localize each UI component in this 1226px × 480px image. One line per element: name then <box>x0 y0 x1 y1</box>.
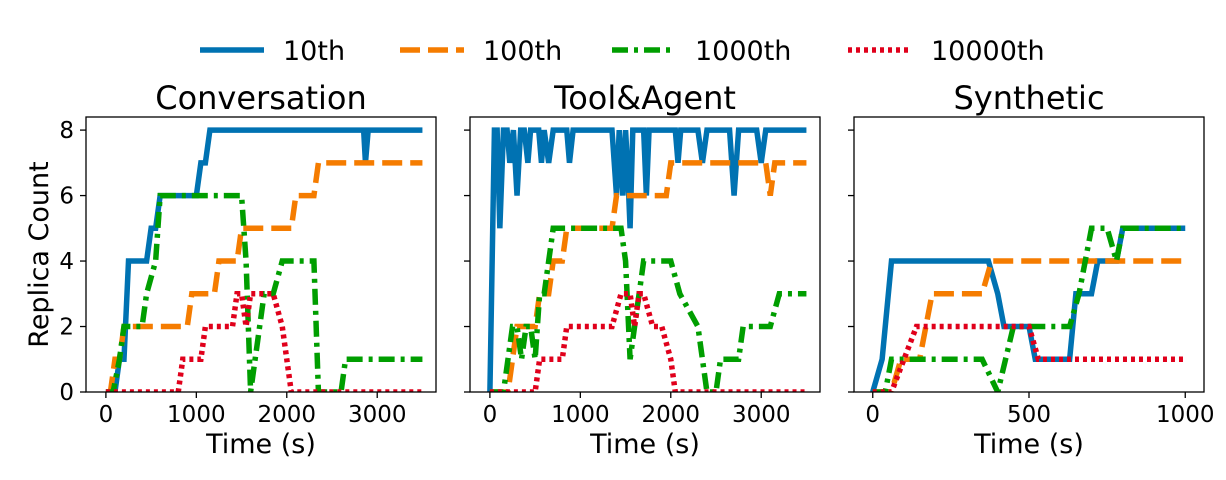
series-line-1000th <box>105 192 423 392</box>
panel-title: Conversation <box>155 79 367 117</box>
series-line-10000th <box>872 323 1186 392</box>
y-tick-label: 8 <box>59 118 74 144</box>
x-axis-label: Time (s) <box>205 429 316 460</box>
x-tick-label: 1000 <box>167 402 226 428</box>
series-group <box>487 127 807 392</box>
x-axis-label: Time (s) <box>973 429 1084 460</box>
series-line-100th <box>489 160 807 392</box>
series-line-1000th <box>489 225 807 392</box>
series-line-100th <box>872 258 1186 392</box>
x-tick-label: 1000 <box>551 402 610 428</box>
plot-frame <box>85 116 437 393</box>
y-tick-label: 4 <box>59 249 74 275</box>
plot-frame <box>853 116 1205 393</box>
panel-title: Tool&Agent <box>553 79 736 117</box>
x-tick-label: 0 <box>483 402 498 428</box>
legend-label: 100th <box>483 36 562 67</box>
plot-frame <box>469 116 821 393</box>
panel-1: 0 1000 2000 3000 0 2 4 6 8 Conversation Time (s) Re… <box>24 79 437 460</box>
legend: 10th 100th 1000th 10000th <box>200 36 1045 67</box>
y-tick-label: 2 <box>59 315 74 341</box>
legend-item-1000th: 1000th <box>612 36 791 67</box>
legend-item-10th: 10th <box>200 36 345 67</box>
x-tick-label: 3000 <box>348 402 407 428</box>
series-line-10000th <box>105 291 423 392</box>
x-axis-label: Time (s) <box>589 429 700 460</box>
legend-label: 1000th <box>695 36 791 67</box>
x-tick-label: 0 <box>865 402 880 428</box>
x-tick-label: 500 <box>1007 402 1051 428</box>
x-tick-label: 2000 <box>642 402 701 428</box>
panels: 0 1000 2000 3000 0 2 4 6 8 Conversation Time (s) Re… <box>24 79 1215 460</box>
legend-label: 10000th <box>931 36 1045 67</box>
y-axis-label: Replica Count <box>24 161 55 347</box>
x-tick-label: 3000 <box>732 402 791 428</box>
panel-2: 0 1000 2000 3000 Tool&Agent Time (s) <box>464 79 821 460</box>
series-line-10th <box>870 225 1186 392</box>
legend-label: 10th <box>283 36 345 67</box>
series-line-10th <box>105 127 423 392</box>
x-tick-label: 2000 <box>258 402 317 428</box>
series-group <box>870 225 1186 392</box>
series-line-1000th <box>872 225 1186 392</box>
y-tick-label: 0 <box>59 380 74 406</box>
legend-item-100th: 100th <box>400 36 562 67</box>
panel-3: 0 500 1000 Synthetic Time (s) <box>848 79 1215 460</box>
series-group <box>105 127 423 392</box>
x-tick-label: 0 <box>99 402 114 428</box>
x-tick-label: 1000 <box>1156 402 1215 428</box>
panel-title: Synthetic <box>953 79 1104 117</box>
y-tick-label: 6 <box>59 184 74 210</box>
legend-item-10000th: 10000th <box>848 36 1045 67</box>
